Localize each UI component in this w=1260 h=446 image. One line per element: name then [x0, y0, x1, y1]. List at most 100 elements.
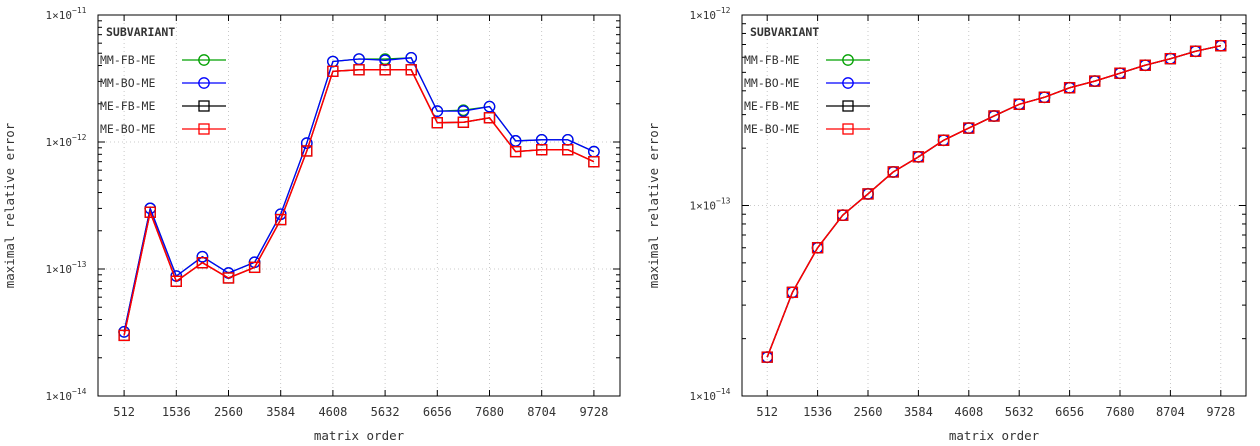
y-tick-label: 1×10 [690, 200, 717, 213]
data-point [1063, 82, 1076, 94]
data-point [457, 105, 470, 117]
y-tick-exponent: −13 [72, 260, 87, 269]
legend: SUBVARIANT MM-FB-ME MM-BO-ME ME-FB-ME ME-BO-… [744, 25, 870, 136]
x-tick-label: 6656 [1055, 405, 1084, 419]
legend-title: SUBVARIANT [106, 25, 175, 39]
y-tick-label: 1×10 [690, 9, 717, 22]
x-tick-label: 512 [113, 405, 135, 419]
y-tick-exponent: −11 [72, 6, 87, 15]
data-point [887, 166, 899, 178]
data-point [353, 64, 365, 76]
legend-label: ME-BO-ME [100, 122, 155, 136]
data-point [837, 209, 849, 221]
series-me-bo-me [761, 40, 1227, 363]
y-axis-title: maximal relative error [646, 122, 661, 288]
data-point [862, 188, 874, 200]
series-mm-fb-me [118, 51, 600, 338]
legend-label: MM-BO-ME [744, 76, 799, 90]
data-point [811, 242, 824, 254]
y-tick-label: 1×10 [46, 9, 73, 22]
x-tick-label: 2560 [214, 405, 243, 419]
legend-title: SUBVARIANT [750, 25, 819, 39]
legend-label: MM-FB-ME [100, 53, 155, 67]
data-point [1038, 91, 1051, 103]
series-mm-fb-me [761, 39, 1227, 363]
data-point [300, 137, 313, 149]
x-tick-label: 6656 [423, 405, 452, 419]
data-point [761, 351, 773, 363]
legend-label: ME-FB-ME [100, 99, 155, 113]
data-point [988, 110, 1000, 122]
legend-swatch-marker [842, 77, 854, 89]
legend-swatch-marker [198, 123, 210, 135]
data-point [301, 145, 313, 157]
left-chart-panel: 512 1536 2560 3584 4608 5632 6656 7680 8704 9728 1… [2, 6, 621, 443]
x-tick-label: 512 [756, 405, 778, 419]
series-line [766, 45, 1221, 358]
right-chart-panel: 512 1536 2560 3584 4608 5632 6656 7680 8704 9728 1… [646, 6, 1247, 443]
x-tick-label: 9728 [579, 405, 608, 419]
legend-label: ME-BO-ME [744, 122, 799, 136]
x-tick-label: 3584 [266, 405, 295, 419]
legend-label: MM-FB-ME [744, 53, 799, 67]
x-tick-label: 8704 [1156, 405, 1185, 419]
data-point [118, 329, 130, 342]
data-point [937, 134, 950, 146]
y-tick-label: 1×10 [46, 136, 73, 149]
x-tick-label: 5632 [1005, 405, 1034, 419]
data-point [588, 156, 600, 168]
x-tick-label: 9728 [1206, 405, 1235, 419]
y-tick-label: 1×10 [46, 390, 73, 403]
x-axis-title: matrix order [314, 428, 405, 443]
series-mm-bo-me [761, 39, 1227, 363]
y-tick-exponent: −12 [72, 133, 87, 142]
legend: SUBVARIANT MM-FB-ME MM-BO-ME ME-FB-ME ME-BO-… [100, 25, 226, 136]
data-point [457, 116, 470, 128]
data-point [1089, 75, 1101, 87]
data-point [379, 64, 391, 76]
axis-ticks [98, 15, 620, 397]
data-point [509, 145, 522, 158]
x-tick-label: 8704 [527, 405, 556, 419]
legend-swatch-marker [842, 100, 854, 112]
data-point [786, 286, 799, 299]
data-point [483, 112, 496, 124]
data-point [1114, 67, 1126, 79]
x-tick-label: 4608 [954, 405, 983, 419]
data-point [562, 144, 574, 156]
data-point [431, 117, 443, 129]
series-line [123, 57, 595, 332]
data-point [536, 144, 548, 156]
data-point [196, 257, 209, 269]
legend-swatch-marker [842, 54, 854, 66]
y-tick-exponent: −13 [716, 197, 731, 206]
data-point [405, 64, 417, 76]
y-tick-exponent: −14 [72, 387, 87, 396]
axis-ticks [742, 15, 1246, 397]
x-tick-label: 7680 [475, 405, 504, 419]
data-point [761, 351, 774, 363]
data-point [248, 261, 261, 274]
y-tick-exponent: −12 [716, 6, 731, 15]
series-mm-bo-me [118, 51, 600, 338]
legend-swatch-marker [198, 100, 210, 112]
x-tick-label: 3584 [904, 405, 933, 419]
data-point [963, 122, 975, 134]
data-point [1215, 40, 1227, 52]
data-point [170, 275, 182, 287]
legend-swatch-marker [842, 123, 854, 135]
data-point [1189, 45, 1202, 57]
data-point [144, 206, 156, 218]
data-point [275, 213, 287, 226]
x-tick-label: 7680 [1106, 405, 1135, 419]
legend-label: MM-BO-ME [100, 76, 155, 90]
series-line [766, 45, 1221, 358]
data-point [912, 151, 925, 163]
plot-frame [97, 14, 621, 397]
series-line [123, 69, 595, 336]
data-point [1164, 53, 1177, 65]
x-axis-title: matrix order [949, 428, 1040, 443]
legend-swatch-marker [198, 54, 210, 66]
series-line [766, 45, 1221, 358]
